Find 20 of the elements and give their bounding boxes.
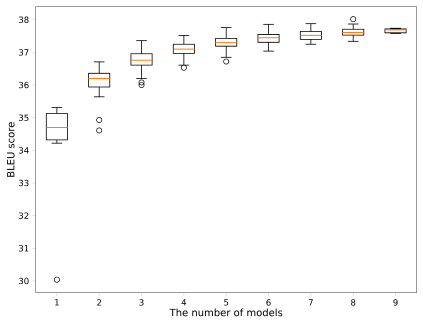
x-tick-label: 3	[139, 299, 144, 306]
y-tick-label: 36	[18, 82, 29, 88]
x-axis-title: The number of models	[170, 308, 282, 316]
x-tick-label: 2	[97, 299, 102, 306]
y-tick-label: 32	[18, 212, 28, 219]
y-tick-label: 38	[18, 16, 29, 23]
y-tick-label: 30	[18, 278, 29, 284]
x-tick-label: 7	[308, 299, 313, 306]
y-tick-label: 34	[18, 147, 29, 154]
x-tick-label: 5	[224, 299, 228, 306]
y-tick-label: 33	[18, 180, 28, 186]
x-tick-label: 9	[393, 299, 398, 306]
x-tick-label: 8	[351, 299, 356, 306]
x-tick-label: 1	[55, 299, 59, 306]
y-tick-label: 35	[18, 114, 28, 121]
x-tick-label: 4	[182, 299, 186, 306]
y-tick-label: 31	[18, 245, 28, 252]
x-tick-label: 6	[266, 299, 271, 306]
y-tick-label: 37	[18, 49, 28, 56]
y-axis-title: BLEU score	[7, 122, 14, 177]
